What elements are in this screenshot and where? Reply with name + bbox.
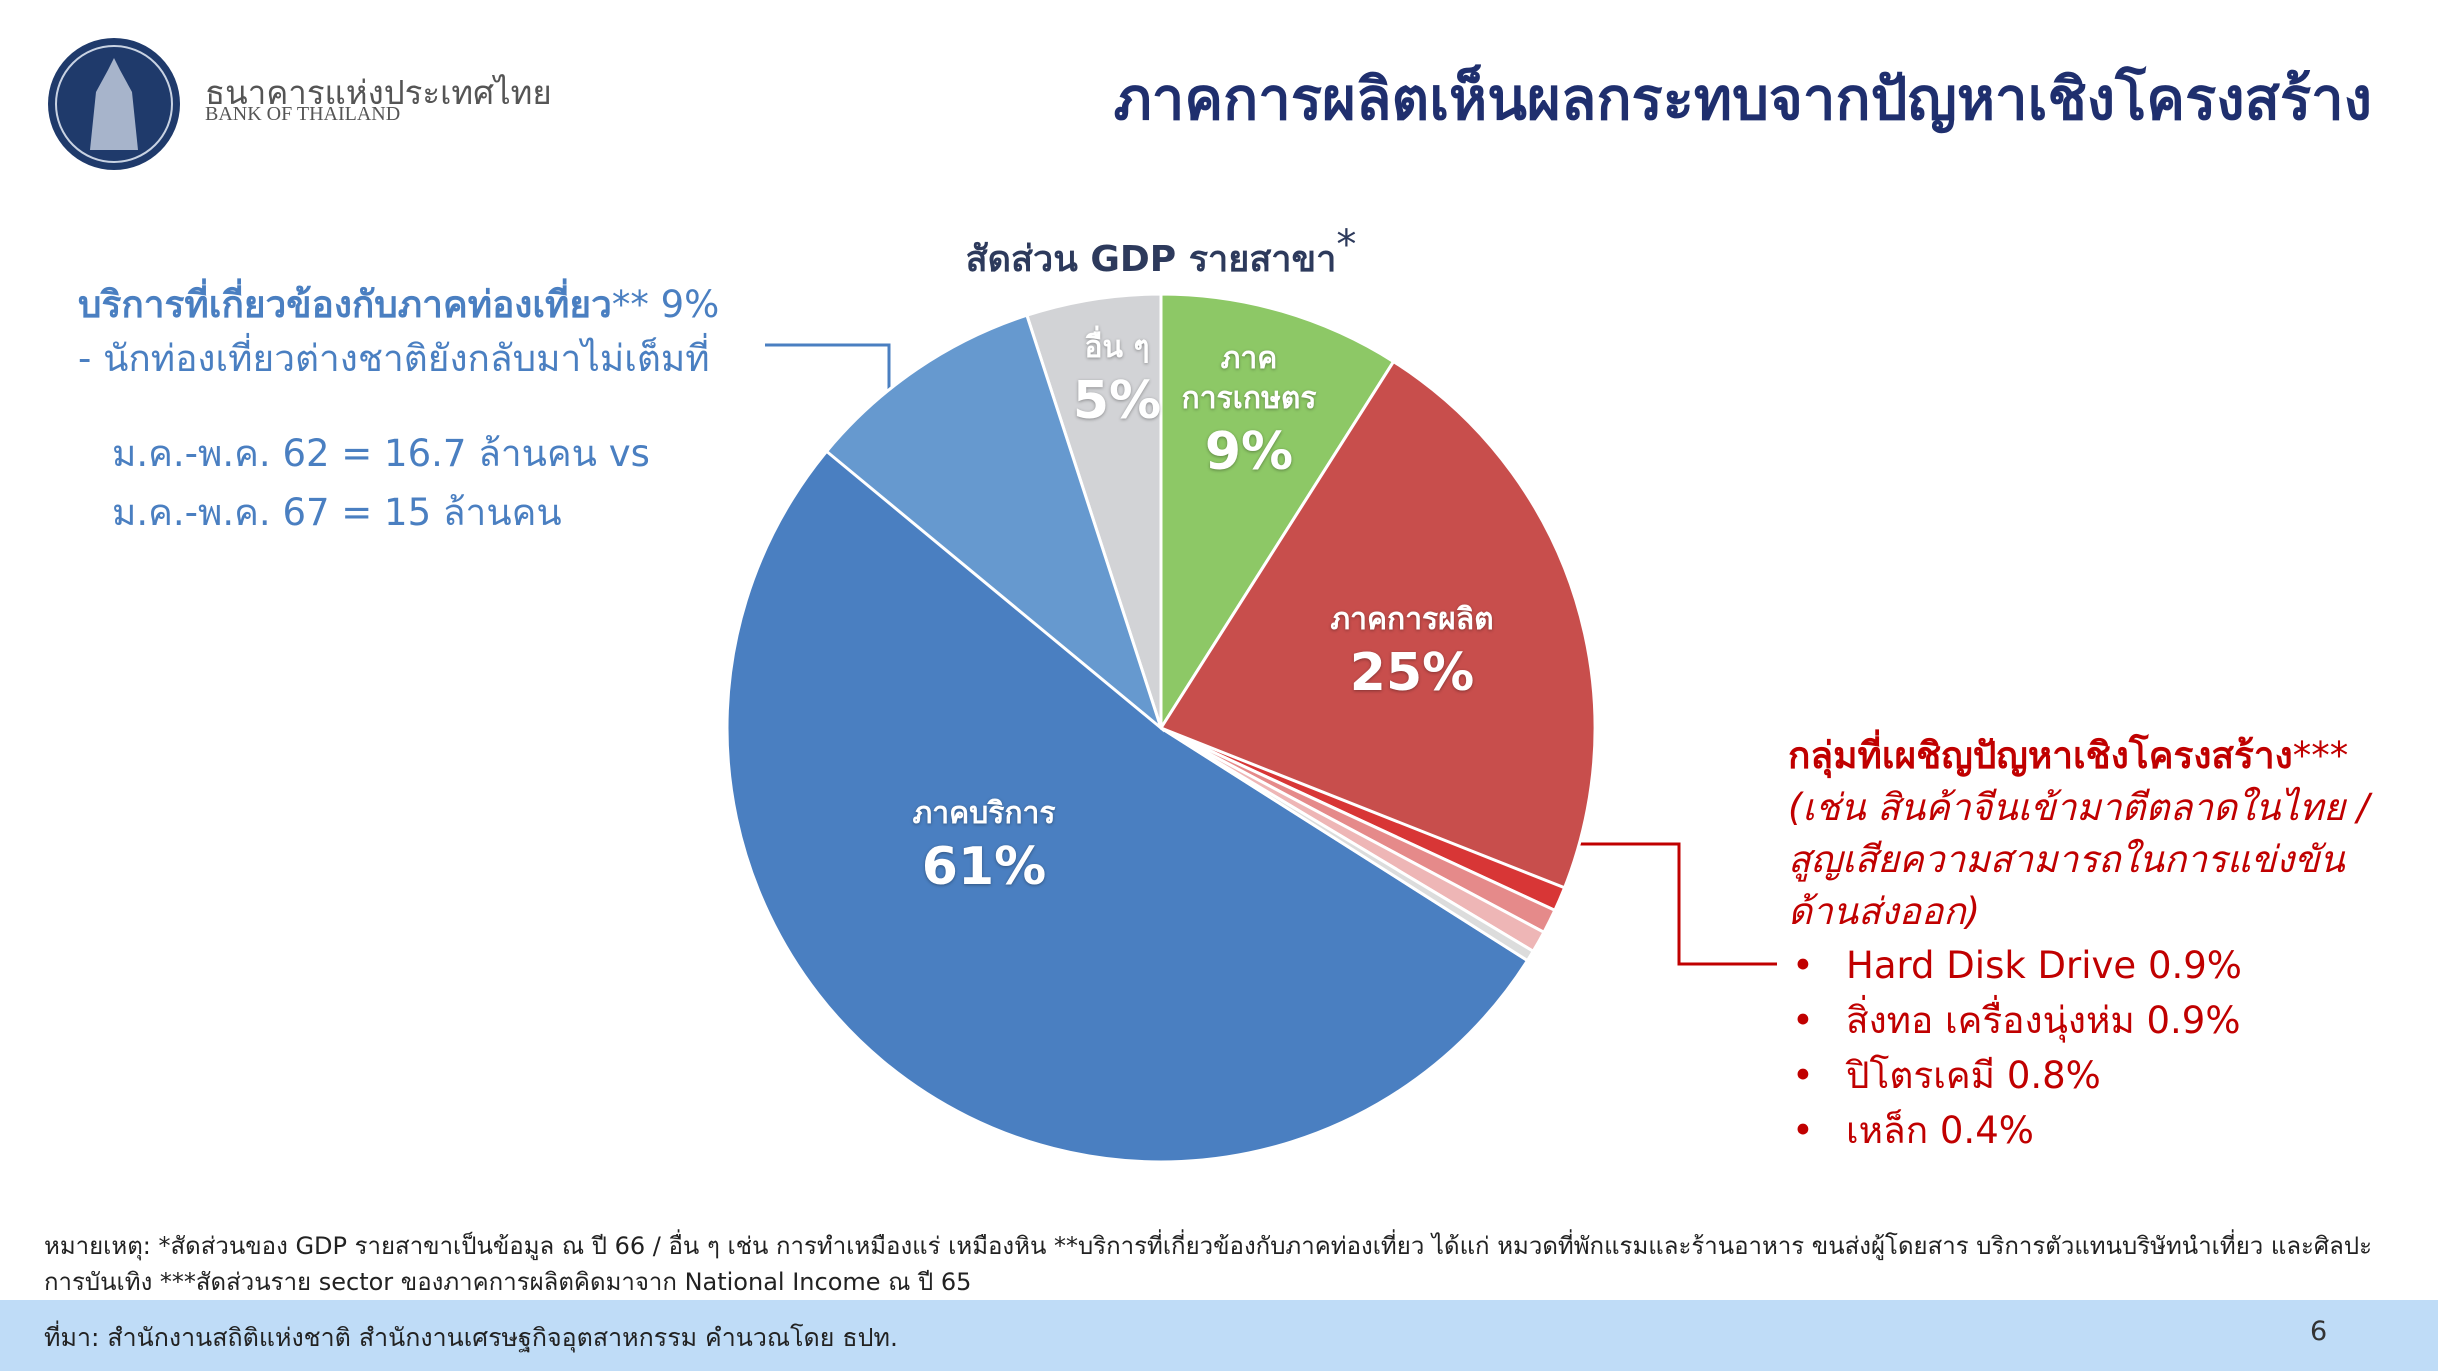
structural-slice <box>1160 726 1536 963</box>
slice-value: 61% <box>921 837 1047 897</box>
structural-item: เหล็ก 0.4% <box>1788 1103 2408 1158</box>
slice-name: ภาคบริการ <box>912 796 1056 831</box>
tourism-heading: บริการที่เกี่ยวข้องกับภาคท่องเที่ยว** 9% <box>78 278 719 332</box>
structural-item: ปิโตรเคมี 0.8% <box>1788 1048 2408 1103</box>
item-value: 0.8% <box>2006 1054 2101 1097</box>
slice-value: 25% <box>1349 643 1475 703</box>
item-name: ปิโตรเคมี <box>1846 1054 1996 1097</box>
footnote: หมายเหตุ: *สัดส่วนของ GDP รายสาขาเป็นข้อ… <box>44 1232 2372 1296</box>
item-name: Hard Disk Drive <box>1846 944 2137 987</box>
structural-name: กลุ่มที่เผชิญปัญหาเชิงโครงสร้าง <box>1788 734 2293 777</box>
structural-mark: *** <box>2292 734 2349 777</box>
structural-leader <box>1571 842 1777 966</box>
item-name: เหล็ก <box>1846 1109 1929 1152</box>
structural-heading: กลุ่มที่เผชิญปัญหาเชิงโครงสร้าง*** <box>1788 730 2408 782</box>
logo-ring <box>55 45 173 163</box>
slice-name: ภาคการผลิต <box>1330 602 1494 637</box>
logo-figure <box>90 58 138 150</box>
tourism-note: ม.ค.-พ.ค. 62 = 16.7 ล้านคน vs <box>112 432 650 475</box>
slice-name: ภาค การเกษตร <box>1181 341 1317 416</box>
chart-title-mark: * <box>1336 222 1357 268</box>
item-value: 0.4% <box>1939 1109 2034 1152</box>
tourism-annotation: บริการที่เกี่ยวข้องกับภาคท่องเที่ยว** 9%… <box>78 278 719 542</box>
item-value: 0.9% <box>2146 999 2241 1042</box>
pie-slice <box>1159 292 1396 734</box>
tourism-leader <box>765 343 891 407</box>
structural-note: (เช่น สินค้าจีนเข้ามาตีตลาดในไทย / สูญเส… <box>1788 786 2370 933</box>
item-value: 0.9% <box>2147 944 2242 987</box>
slice-value: 5% <box>1072 371 1162 431</box>
structural-item: Hard Disk Drive 0.9% <box>1788 938 2408 993</box>
source: ที่มา: สำนักงานสถิติแห่งชาติ สำนักงานเศร… <box>44 1323 898 1352</box>
org-name-th: ธนาคารแห่งประเทศไทย <box>205 73 552 112</box>
structural-item: สิ่งทอ เครื่องนุ่งห่ม 0.9% <box>1788 993 2408 1048</box>
tourism-slice <box>824 313 1165 733</box>
item-name: สิ่งทอ เครื่องนุ่งห่ม <box>1846 999 2135 1042</box>
structural-annotation: กลุ่มที่เผชิญปัญหาเชิงโครงสร้าง*** (เช่น… <box>1788 730 2408 1158</box>
slice-label: ภาคการผลิต 25% <box>1262 600 1562 706</box>
slice-value: 9% <box>1204 422 1294 482</box>
slice-label: ภาคบริการ 61% <box>834 794 1134 900</box>
slice-label: อื่น ๆ 5% <box>967 328 1267 434</box>
tourism-name: บริการที่เกี่ยวข้องกับภาคท่องเที่ยว <box>78 283 612 326</box>
slice-label: ภาค การเกษตร 9% <box>1164 339 1334 485</box>
tourism-value: 9% <box>660 283 720 326</box>
org-name-en: BANK OF THAILAND <box>205 103 401 125</box>
page-number: 6 <box>2310 1316 2328 1347</box>
slide-title: ภาคการผลิตเห็นผลกระทบจากปัญหาเชิงโครงสร้… <box>1113 65 2372 133</box>
slice-name: อื่น ๆ <box>1084 330 1150 365</box>
chart-title-box: สัดส่วน GDP รายสาขา* <box>0 222 2322 287</box>
source-bar <box>0 1300 2438 1371</box>
structural-list: Hard Disk Drive 0.9%สิ่งทอ เครื่องนุ่งห่… <box>1788 938 2408 1158</box>
chart-title: สัดส่วน GDP รายสาขา <box>965 239 1337 280</box>
pie-slice <box>1158 359 1597 963</box>
tourism-mark: ** <box>611 283 649 326</box>
tourism-note: ม.ค.-พ.ค. 67 = 15 ล้านคน <box>112 491 562 534</box>
tourism-note: - นักท่องเที่ยวต่างชาติยังกลับมาไม่เต็มท… <box>78 337 710 380</box>
